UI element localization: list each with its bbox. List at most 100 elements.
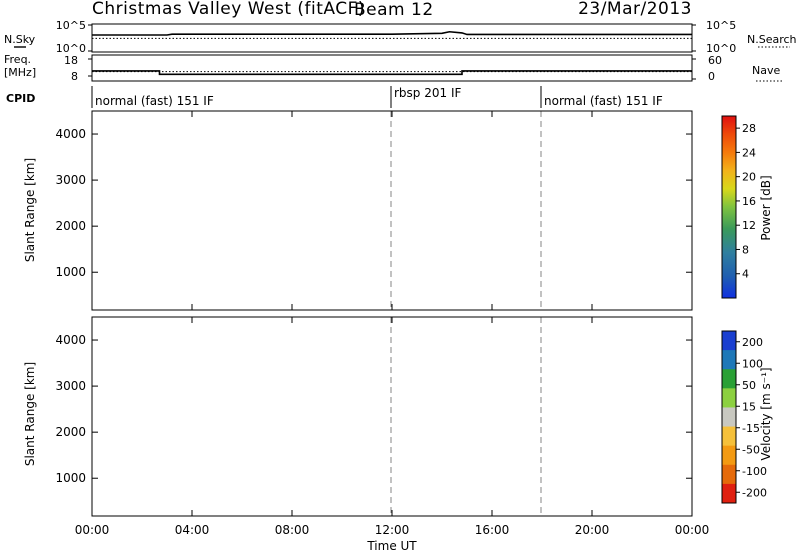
nsearch-tick-bottom: 10^0 xyxy=(706,42,736,55)
velocity-ytick-label: 3000 xyxy=(55,379,86,393)
cpid-row: CPID normal (fast) 151 IF rbsp 201 IF no… xyxy=(6,86,663,108)
power-y-axis: 1000 2000 3000 4000 xyxy=(55,127,692,279)
freq-tick-bottom: 8 xyxy=(71,70,78,83)
velocity-lower-patch xyxy=(168,440,302,498)
velocity-cb-cell xyxy=(722,483,736,504)
freq-tick-top: 18 xyxy=(64,54,78,67)
power-mid-streak-2 xyxy=(451,220,463,262)
velocity-ytick-label: 1000 xyxy=(55,471,86,485)
power-mid-streak xyxy=(432,222,443,258)
xtick-label: 08:00 xyxy=(275,523,310,537)
power-ylabel: Slant Range [km] xyxy=(23,158,37,262)
velocity-cb-tick-label: -15 xyxy=(742,422,760,435)
power-cb-tick-label: 28 xyxy=(742,122,756,135)
velocity-y-axis: 1000 2000 3000 4000 xyxy=(55,333,692,485)
xtick-label: 20:00 xyxy=(575,523,610,537)
nsky-tick-top: 10^5 xyxy=(56,19,86,32)
power-colorbar-label: Power [dB] xyxy=(759,175,773,240)
velocity-cb-cell xyxy=(722,369,736,389)
power-panel: 1000 2000 3000 4000 Slant Range [km] xyxy=(23,110,693,311)
velocity-cb-tick-label: -50 xyxy=(742,443,760,456)
xtick-label: 12:00 xyxy=(375,523,410,537)
power-ytick-label: 3000 xyxy=(55,173,86,187)
freq-series-line xyxy=(92,70,692,76)
freq-label: Freq. xyxy=(4,53,31,66)
nave-tick-top: 60 xyxy=(708,54,722,67)
power-near-range-orange xyxy=(140,296,176,302)
xtick-label: 04:00 xyxy=(175,523,210,537)
velocity-ylabel: Slant Range [km] xyxy=(23,362,37,466)
power-ytick-label: 2000 xyxy=(55,219,86,233)
power-cb-tick-label: 8 xyxy=(742,243,749,256)
velocity-cb-cell xyxy=(722,445,736,466)
velocity-near-range-left xyxy=(130,505,178,511)
power-data-layer xyxy=(92,172,692,306)
power-cb-tick-label: 16 xyxy=(742,195,756,208)
beam-label: Beam 12 xyxy=(354,0,434,20)
velocity-cb-tick-label: -200 xyxy=(742,486,767,499)
velocity-cb-cell xyxy=(722,426,736,447)
velocity-colorbar: 200 100 50 15 -15 -50 -100 -200 Velocity [m s⁻¹… xyxy=(721,330,773,504)
xtick-label: 16:00 xyxy=(475,523,510,537)
nsky-ticks xyxy=(88,24,696,52)
cpid-mode-2: rbsp 201 IF xyxy=(394,86,461,100)
velocity-evening-gs xyxy=(466,392,692,460)
velocity-cb-cell xyxy=(722,350,736,370)
velocity-ytick-label: 2000 xyxy=(55,425,86,439)
velocity-cb-tick-label: 200 xyxy=(742,336,763,349)
nave-tick-bottom: 0 xyxy=(708,70,715,83)
power-lower-patch xyxy=(168,236,302,292)
velocity-mid-streak xyxy=(430,426,442,470)
nsky-series-line xyxy=(92,30,692,36)
velocity-cb-tick-label: 100 xyxy=(742,357,763,370)
velocity-ytick-label: 4000 xyxy=(55,333,86,347)
velocity-colorbar-ticks: 200 100 50 15 -15 -50 -100 -200 xyxy=(736,336,767,499)
velocity-early-arc xyxy=(170,376,214,401)
velocity-colorbar-label: Velocity [m s⁻¹] xyxy=(759,367,773,460)
xtick-label: 00:00 xyxy=(75,523,110,537)
site-title: Christmas Valley West (fitACF) xyxy=(92,0,365,19)
nsearch-tick-top: 10^5 xyxy=(706,19,736,32)
date-label: 23/Mar/2013 xyxy=(578,0,692,19)
xlabel-time-ut: Time UT xyxy=(366,539,417,553)
velocity-cb-cell xyxy=(722,407,736,428)
velocity-cb-tick-label: -100 xyxy=(742,465,767,478)
power-ytick-label: 4000 xyxy=(55,127,86,141)
velocity-cb-cell xyxy=(722,464,736,485)
power-ytick-label: 1000 xyxy=(55,265,86,279)
power-cb-tick-label: 4 xyxy=(742,268,749,281)
power-near-range xyxy=(92,296,692,306)
cpid-label: CPID xyxy=(6,92,35,105)
power-colorbar: 4 8 12 16 20 24 28 Power [dB] xyxy=(721,115,773,299)
velocity-colorbar-cells xyxy=(722,331,736,504)
power-cb-tick-label: 20 xyxy=(742,171,756,184)
velocity-morning-gs xyxy=(92,412,268,462)
xtick-label: 00:00 xyxy=(675,523,710,537)
power-cb-tick-label: 12 xyxy=(742,219,756,232)
freq-panel: 18 8 60 0 Freq. [MHz] Nave xyxy=(4,53,782,83)
nsky-label: N.Sky xyxy=(4,33,36,46)
power-early-arc xyxy=(170,172,214,197)
nsky-tick-bottom: 10^0 xyxy=(56,42,86,55)
velocity-near-range xyxy=(92,504,692,514)
cpid-mode-1: normal (fast) 151 IF xyxy=(95,94,214,108)
velocity-cb-cell xyxy=(722,388,736,408)
power-evening-band xyxy=(466,188,692,256)
power-noon-patch xyxy=(318,230,360,240)
velocity-cb-cell xyxy=(722,331,736,351)
velocity-cb-tick-label: 50 xyxy=(742,379,756,392)
time-x-axis: 00:00 04:00 08:00 12:00 16:00 20:00 00:00 xyxy=(75,111,710,537)
cpid-mode-3: normal (fast) 151 IF xyxy=(544,94,663,108)
velocity-cb-tick-label: 15 xyxy=(742,400,756,413)
nave-label: Nave xyxy=(752,64,780,77)
freq-unit: [MHz] xyxy=(4,66,36,79)
power-cb-tick-label: 24 xyxy=(742,146,756,159)
power-morning-band xyxy=(92,208,268,258)
velocity-data-layer xyxy=(92,376,692,514)
nsky-panel: 10^5 10^0 10^5 10^0 N.Sky N.Search xyxy=(4,19,797,55)
velocity-noon-patch xyxy=(318,438,360,446)
power-colorbar-ticks: 4 8 12 16 20 24 28 xyxy=(736,122,756,281)
velocity-mid-streak-2 xyxy=(449,422,464,466)
